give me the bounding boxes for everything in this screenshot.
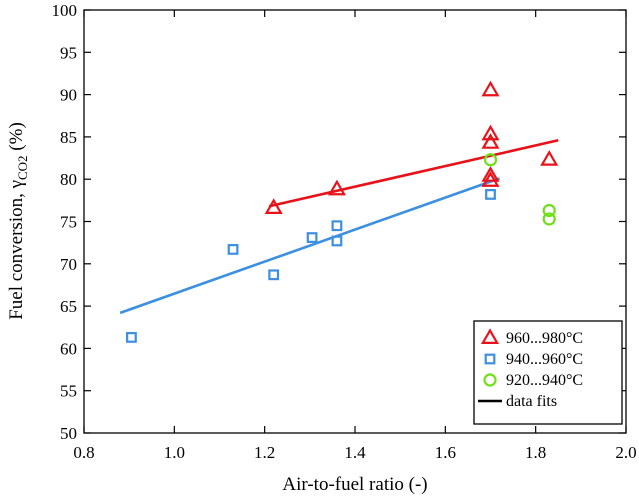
data-point-triangle (540, 150, 559, 166)
data-point-triangle (481, 80, 500, 97)
y-tick-label: 50 (60, 424, 77, 443)
legend-label-fits: data fits (506, 393, 557, 410)
x-tick-label: 1.4 (344, 443, 366, 462)
legend-box (473, 320, 623, 425)
legend: 960...980°C 940...960°C 920...940°C data fi… (473, 320, 623, 425)
x-tick-label: 1.6 (435, 443, 456, 462)
y-tick-label: 55 (60, 382, 77, 401)
data-point-square (227, 244, 239, 255)
data-point-square (485, 189, 496, 200)
legend-square-icon (484, 353, 496, 365)
data-point-triangle (264, 198, 283, 214)
y-tick-label: 75 (60, 213, 77, 232)
x-axis-title: Air-to-fuel ratio (-) (282, 474, 427, 495)
legend-items: 960...980°C 940...960°C 920...940°C data fi… (478, 328, 583, 410)
data-point-triangle (481, 171, 500, 187)
data-point-triangle (481, 124, 500, 141)
x-tick-label: 1.2 (254, 443, 275, 462)
legend-label: 940...960°C (506, 351, 583, 368)
fit-line (268, 139, 559, 208)
y-tick-label: 85 (60, 128, 77, 147)
legend-label: 960...980°C (506, 330, 583, 347)
data-point-square (331, 220, 343, 232)
data-point-circle (542, 203, 556, 218)
y-tick-label: 70 (60, 255, 77, 274)
data-point-square (126, 332, 137, 343)
data-point-circle (483, 153, 498, 167)
data-point-triangle (327, 179, 346, 196)
data-point-square (306, 232, 318, 243)
fit-lines (119, 139, 559, 315)
x-tick-label: 0.8 (73, 443, 94, 462)
fit-line (119, 177, 500, 315)
y-tick-label: 65 (60, 297, 77, 316)
data-markers (126, 80, 559, 343)
data-point-square (268, 269, 280, 281)
y-tick-label: 80 (60, 170, 77, 189)
y-tick-label: 60 (60, 339, 77, 358)
data-point-square (331, 235, 343, 247)
y-tick-label: 100 (52, 1, 78, 20)
x-tick-label: 1.8 (525, 443, 546, 462)
x-tick-label: 1.0 (164, 443, 185, 462)
data-point-triangle (481, 133, 500, 149)
legend-circle-icon (483, 373, 497, 387)
data-point-circle (542, 212, 556, 226)
y-tick-label: 95 (60, 43, 77, 62)
axis-ticks: 0.8 1.0 1.2 1.4 1.6 1.8 2.0 50 55 60 65 70 75 80 85 90 9… (52, 1, 637, 462)
data-point-triangle (481, 166, 500, 182)
y-axis-title: Fuel conversion, γCO2 (%) (6, 122, 30, 320)
legend-label: 920...940°C (506, 372, 583, 389)
legend-triangle-icon (480, 328, 500, 344)
y-tick-label: 90 (60, 86, 77, 105)
x-tick-label: 2.0 (615, 443, 636, 462)
